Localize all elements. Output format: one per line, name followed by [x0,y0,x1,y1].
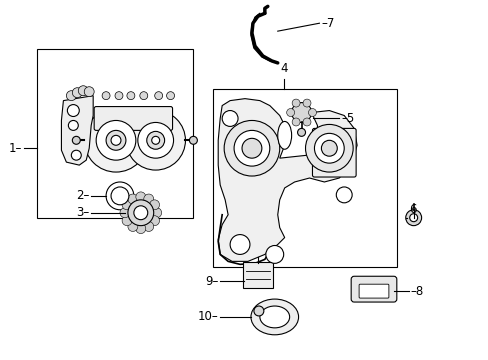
Circle shape [67,105,79,117]
Circle shape [303,99,310,107]
Circle shape [122,200,132,210]
Circle shape [405,210,421,226]
Circle shape [126,111,185,170]
Circle shape [242,138,262,158]
Circle shape [72,88,82,98]
Text: 6: 6 [408,203,415,216]
Circle shape [189,136,197,144]
FancyBboxPatch shape [350,276,396,302]
Circle shape [128,200,153,226]
Circle shape [222,111,238,126]
Circle shape [265,246,283,264]
Circle shape [106,130,126,150]
Ellipse shape [250,299,298,335]
Circle shape [102,92,110,100]
Text: 2–: 2– [76,189,89,202]
Circle shape [234,130,269,166]
Circle shape [122,216,132,226]
Circle shape [314,133,344,163]
Circle shape [84,109,147,172]
Circle shape [297,129,305,136]
Text: 3–: 3– [76,206,89,219]
Circle shape [321,140,337,156]
Circle shape [291,118,300,126]
Circle shape [128,221,138,231]
Circle shape [128,194,138,204]
Circle shape [120,208,130,218]
Circle shape [68,121,78,130]
Text: –7: –7 [321,17,334,30]
Circle shape [224,121,279,176]
Circle shape [291,99,300,107]
Polygon shape [61,96,93,165]
Text: –8: –8 [410,285,423,298]
Circle shape [106,182,134,210]
Text: –5: –5 [341,112,354,125]
Circle shape [166,92,174,100]
Circle shape [146,131,164,149]
Circle shape [111,187,129,205]
Circle shape [154,92,163,100]
Circle shape [305,125,352,172]
Circle shape [71,150,81,160]
Circle shape [253,306,264,316]
Circle shape [134,206,147,220]
Circle shape [286,109,294,117]
Circle shape [140,92,147,100]
Circle shape [136,224,145,234]
FancyBboxPatch shape [358,284,388,298]
Circle shape [84,87,94,96]
Circle shape [151,208,162,218]
Circle shape [143,194,153,204]
Polygon shape [218,99,356,261]
FancyBboxPatch shape [312,129,355,177]
Bar [213,89,396,267]
Text: 10–: 10– [197,310,218,323]
FancyBboxPatch shape [94,107,172,130]
FancyBboxPatch shape [243,262,272,288]
Bar [37,49,193,218]
Ellipse shape [259,306,289,328]
Circle shape [151,136,160,144]
Circle shape [72,136,80,144]
Ellipse shape [277,121,291,149]
Circle shape [149,200,159,210]
Circle shape [127,92,135,100]
Text: 1–: 1– [8,142,21,155]
Circle shape [66,91,76,100]
Circle shape [143,221,153,231]
Circle shape [308,109,316,117]
Circle shape [78,86,88,96]
Circle shape [149,216,159,226]
Circle shape [303,118,310,126]
Text: 4: 4 [279,62,287,75]
Circle shape [111,135,121,145]
Circle shape [230,235,249,255]
Text: 9–: 9– [204,275,218,288]
Circle shape [291,103,311,122]
Circle shape [138,122,173,158]
Circle shape [136,192,145,202]
Circle shape [336,187,351,203]
Circle shape [409,214,417,222]
Circle shape [96,121,136,160]
Circle shape [115,92,122,100]
